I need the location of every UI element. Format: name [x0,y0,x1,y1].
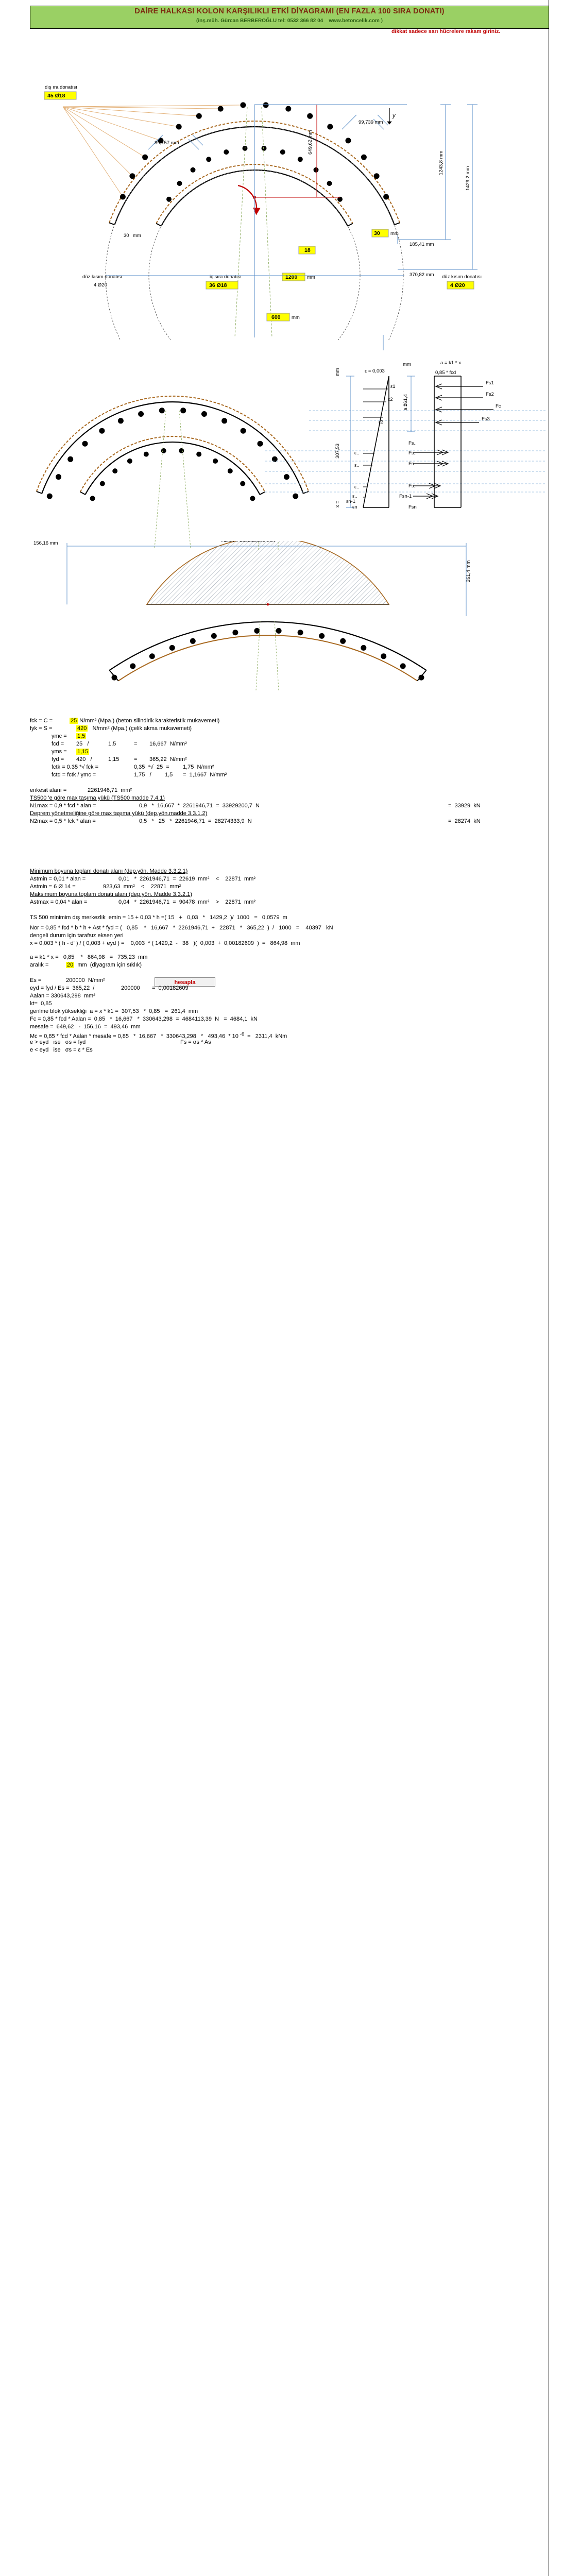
svg-text:156,16 mm: 156,16 mm [33,541,58,546]
svg-text:x =: x = [335,501,340,507]
svg-text:45 Ø18: 45 Ø18 [47,93,65,99]
svg-text:0,85 * fcd: 0,85 * fcd [435,370,456,376]
svg-text:Fs2: Fs2 [486,392,494,397]
svg-text:30: 30 [124,233,129,239]
svg-text:ε1: ε1 [390,384,396,389]
svg-text:mm: mm [403,362,411,367]
svg-text:Fs..: Fs.. [408,483,417,489]
svg-text:4 Ø20: 4 Ø20 [94,282,107,288]
svg-text:307,53: 307,53 [335,444,340,459]
svg-text:düz kısım donatısı: düz kısım donatısı [442,274,482,280]
svg-text:Fs..: Fs.. [408,440,417,446]
svg-text:Fs3: Fs3 [482,416,490,422]
svg-text:30: 30 [374,230,380,236]
svg-text:89,157 mm: 89,157 mm [155,140,179,146]
svg-text:mm: mm [335,368,340,376]
svg-text:18: 18 [304,247,311,253]
svg-text:ε..: ε.. [354,463,360,468]
svg-text:Fs..: Fs.. [408,461,417,467]
svg-text:Fsn-1: Fsn-1 [399,494,412,499]
svg-text:600: 600 [271,314,281,320]
svg-text:185,41 mm: 185,41 mm [410,242,434,247]
svg-text:36 Ø18: 36 Ø18 [209,282,227,289]
svg-text:Aalan = 330643,298 mm²: Aalan = 330643,298 mm² [221,541,277,544]
svg-text:iç sıra donatısı: iç sıra donatısı [210,274,242,280]
svg-text:a = k1 * x: a = k1 * x [440,360,461,366]
svg-text:Fc: Fc [496,403,501,409]
svg-text:εn-1: εn-1 [346,499,355,504]
svg-text:261,4 mm: 261,4 mm [466,561,471,582]
svg-text:ε..: ε.. [354,450,360,456]
svg-text:mm: mm [390,231,399,236]
svg-text:649,62 mm: 649,62 mm [308,130,313,155]
svg-text:1243,8 mm: 1243,8 mm [438,150,444,175]
svg-text:ε2: ε2 [388,397,393,402]
svg-text:mm: mm [292,315,300,320]
svg-text:261,4: 261,4 [403,394,408,406]
svg-text:1200: 1200 [285,274,298,280]
svg-text:y: y [392,113,396,119]
svg-text:Fs1: Fs1 [486,380,494,386]
svg-text:99,739 mm: 99,739 mm [359,120,383,125]
svg-text:düz kısım donatısı: düz kısım donatısı [82,274,122,280]
svg-text:ε3: ε3 [379,419,384,425]
svg-text:370,82 mm: 370,82 mm [410,272,434,278]
svg-text:ε = 0,003: ε = 0,003 [365,368,385,374]
svg-text:Fs..: Fs.. [408,450,417,456]
svg-text:1429,2 mm: 1429,2 mm [465,166,471,191]
svg-text:mm: mm [133,233,141,239]
svg-text:dış ıra donatısı: dış ıra donatısı [45,84,77,90]
svg-text:4 Ø20: 4 Ø20 [450,282,465,289]
svg-text:Fsn: Fsn [408,504,417,510]
svg-text:ε..: ε.. [354,484,360,490]
svg-text:εn: εn [352,504,357,510]
